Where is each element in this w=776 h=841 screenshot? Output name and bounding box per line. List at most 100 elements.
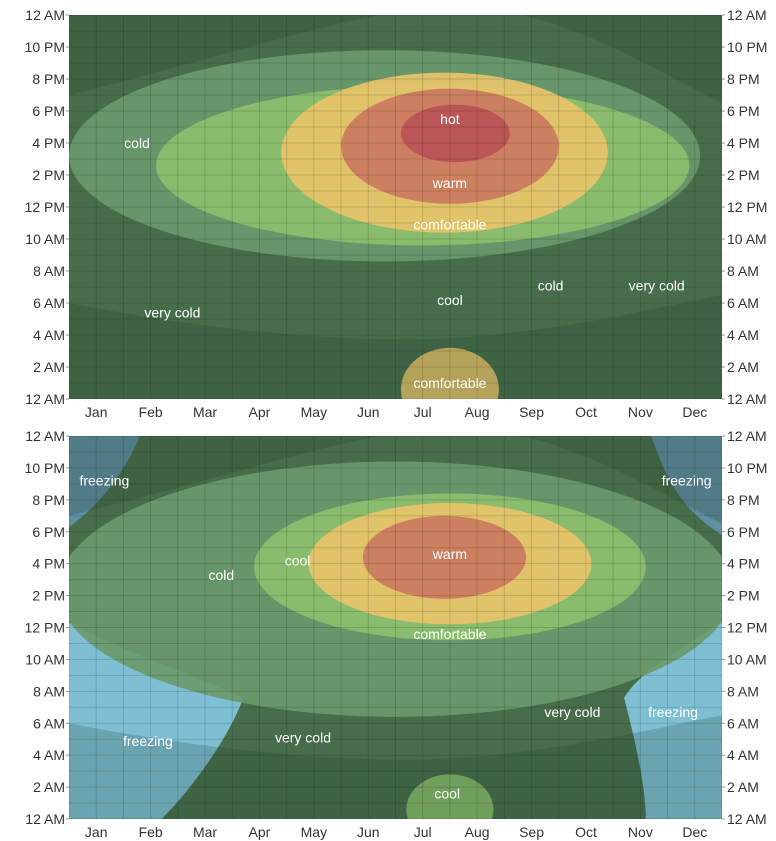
- x-tick-label: Feb: [139, 824, 163, 840]
- x-tick-label: May: [301, 824, 327, 840]
- y-tick-label-left: 8 AM: [33, 263, 65, 279]
- y-tick-label-right: 10 PM: [727, 39, 767, 55]
- band-annotation: comfortable: [413, 626, 486, 642]
- y-tick-label-left: 2 AM: [33, 359, 65, 375]
- y-tick-label-left: 6 PM: [32, 524, 65, 540]
- band-annotation: cool: [285, 552, 311, 568]
- x-tick-label: Feb: [139, 404, 163, 420]
- grid: [69, 436, 722, 819]
- y-tick-label-right: 12 AM: [727, 7, 767, 23]
- y-tick-label-right: 12 AM: [727, 391, 767, 407]
- evening-shading: [69, 15, 722, 103]
- y-tick-label-right: 6 AM: [727, 295, 759, 311]
- y-tick-label-right: 6 AM: [727, 715, 759, 731]
- band-annotation: comfortable: [413, 375, 486, 391]
- y-tick-label-left: 6 AM: [33, 295, 65, 311]
- band-annotation: comfortable: [413, 217, 486, 233]
- y-tick-label-left: 12 PM: [25, 199, 65, 215]
- y-tick-label-left: 6 AM: [33, 715, 65, 731]
- y-tick-label-right: 10 AM: [727, 231, 767, 247]
- x-tick-label: Aug: [465, 404, 490, 420]
- y-tick-label-left: 12 PM: [25, 620, 65, 636]
- band-annotation: hot: [440, 111, 460, 127]
- y-tick-label-right: 6 PM: [727, 103, 760, 119]
- band-annotation: very cold: [544, 704, 600, 720]
- band-annotation: cool: [434, 785, 460, 801]
- band-freezing-light-bottom-left: [69, 622, 244, 819]
- band-freezing-top-left: [69, 436, 140, 527]
- band-warm-contour: [362, 515, 527, 599]
- y-tick-label-left: 10 AM: [25, 651, 65, 667]
- x-tick-label: Nov: [628, 824, 653, 840]
- band-annotation: freezing: [662, 473, 712, 489]
- grid: [69, 15, 722, 399]
- x-tick-label: Oct: [575, 824, 597, 840]
- band-annotation: freezing: [123, 733, 173, 749]
- band-annotation: warm: [432, 546, 467, 562]
- x-tick-label: Mar: [193, 824, 217, 840]
- y-tick-label-left: 12 AM: [25, 391, 65, 407]
- band-annotation: very cold: [275, 730, 331, 746]
- band-annotation: very cold: [629, 277, 685, 293]
- band-annotation: cool: [437, 292, 463, 308]
- band-annotation: cold: [124, 135, 150, 151]
- y-tick-label-right: 12 PM: [727, 199, 767, 215]
- x-tick-label: Mar: [193, 404, 217, 420]
- y-tick-label-left: 8 PM: [32, 492, 65, 508]
- x-tick-label: Jun: [357, 824, 380, 840]
- x-tick-label: May: [301, 404, 327, 420]
- y-tick-label-right: 2 PM: [727, 588, 760, 604]
- y-tick-label-right: 10 PM: [727, 460, 767, 476]
- y-tick-label-left: 6 PM: [32, 103, 65, 119]
- y-tick-label-right: 8 PM: [727, 492, 760, 508]
- y-tick-label-right: 12 PM: [727, 620, 767, 636]
- y-tick-label-right: 2 AM: [727, 779, 759, 795]
- y-tick-label-right: 2 AM: [727, 359, 759, 375]
- y-tick-label-right: 10 AM: [727, 651, 767, 667]
- x-tick-label: Jul: [414, 404, 432, 420]
- y-tick-label-left: 12 AM: [25, 428, 65, 444]
- x-tick-label: Dec: [682, 824, 707, 840]
- band-cool-contour: [406, 774, 494, 819]
- band-hot-contour: [400, 104, 510, 163]
- x-tick-label: Sep: [519, 824, 544, 840]
- evening-shading: [69, 436, 722, 524]
- x-tick-label: Jan: [85, 404, 108, 420]
- heatmap-panel-2: freezing freezing cool cold warm comfortable v…: [25, 428, 768, 840]
- band-annotation: warm: [432, 175, 467, 191]
- y-tick-label-left: 4 AM: [33, 747, 65, 763]
- y-tick-label-left: 4 PM: [32, 135, 65, 151]
- x-tick-label: Jul: [414, 824, 432, 840]
- plot-area: freezing freezing cool cold warm comfortable v…: [69, 436, 722, 819]
- x-tick-label: Sep: [519, 404, 544, 420]
- y-tick-label-left: 4 PM: [32, 556, 65, 572]
- y-tick-label-right: 8 AM: [727, 263, 759, 279]
- y-tick-label-right: 6 PM: [727, 524, 760, 540]
- x-tick-label: Aug: [465, 824, 490, 840]
- heatmap-panel-1: cold very cold hot warm comfortable cool cold v…: [25, 7, 768, 420]
- y-tick-label-left: 12 AM: [25, 811, 65, 827]
- band-freezing-light-bottom-right: [624, 621, 722, 819]
- plot-area: cold very cold hot warm comfortable cool cold v…: [69, 15, 722, 399]
- x-tick-label: Dec: [682, 404, 707, 420]
- y-tick-label-right: 4 PM: [727, 556, 760, 572]
- y-tick-label-left: 10 AM: [25, 231, 65, 247]
- y-tick-label-left: 2 PM: [32, 167, 65, 183]
- x-tick-label: Oct: [575, 404, 597, 420]
- y-tick-label-left: 10 PM: [25, 460, 65, 476]
- y-tick-label-left: 8 PM: [32, 71, 65, 87]
- y-tick-label-left: 10 PM: [25, 39, 65, 55]
- band-freezing-top-right: [651, 436, 722, 535]
- x-tick-label: Apr: [249, 404, 271, 420]
- band-annotation: freezing: [648, 704, 698, 720]
- y-tick-label-right: 8 PM: [727, 71, 760, 87]
- band-comfortable-contour: [400, 347, 499, 399]
- y-tick-label-right: 12 AM: [727, 428, 767, 444]
- y-tick-label-right: 12 AM: [727, 811, 767, 827]
- night-shading: [69, 295, 722, 399]
- x-tick-label: Jan: [85, 824, 108, 840]
- y-tick-label-right: 4 AM: [727, 747, 759, 763]
- x-tick-label: Apr: [249, 824, 271, 840]
- y-tick-label-left: 8 AM: [33, 683, 65, 699]
